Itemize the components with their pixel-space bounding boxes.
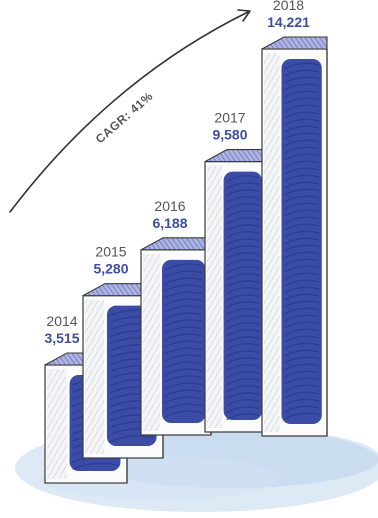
bars — [44, 36, 328, 484]
value-label-2016: 6,188 — [152, 215, 187, 231]
bar-2016 — [140, 237, 212, 436]
year-label-2018: 2018 — [273, 0, 304, 13]
value-label-2014: 3,515 — [44, 330, 79, 346]
value-label-2015: 5,280 — [93, 261, 128, 277]
year-label-2015: 2015 — [95, 244, 126, 260]
value-label-2018: 14,221 — [267, 14, 310, 30]
bar-2018 — [261, 36, 328, 437]
value-label-2017: 9,580 — [212, 127, 247, 143]
bar-2017 — [204, 149, 268, 433]
year-label-2014: 2014 — [46, 313, 77, 329]
cagr-annotation: CAGR: 41% — [93, 89, 156, 146]
year-label-2017: 2017 — [214, 110, 245, 126]
growth-arrow — [9, 9, 251, 213]
year-label-2016: 2016 — [154, 198, 185, 214]
